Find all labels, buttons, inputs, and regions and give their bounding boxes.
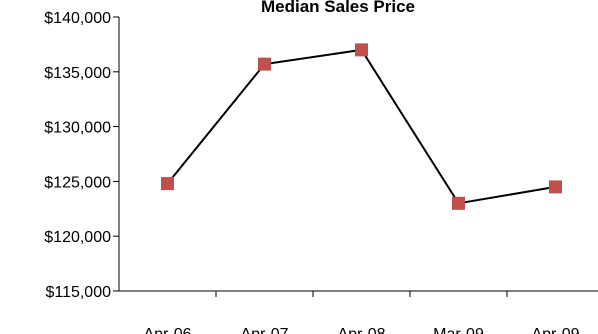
y-tick-label: $125,000 xyxy=(44,174,111,191)
series-line xyxy=(166,48,556,205)
x-axis: Apr-06 Apr-07 Apr-08 Mar-09 Apr-09 xyxy=(119,290,598,334)
y-tick-label: $135,000 xyxy=(44,65,111,82)
y-tick-label: $120,000 xyxy=(44,229,111,246)
y-axis: $115,000 $120,000 $125,000 $130,000 $135,000… xyxy=(44,10,120,301)
data-point xyxy=(355,43,368,57)
x-tick-label: Apr-08 xyxy=(337,326,385,334)
plot-area xyxy=(161,43,562,210)
y-tick-label: $115,000 xyxy=(45,284,111,301)
x-tick-label: Apr-09 xyxy=(531,326,579,334)
data-point xyxy=(258,57,271,71)
data-point xyxy=(549,180,562,194)
chart-title: Median Sales Price xyxy=(261,0,415,16)
x-tick-label: Apr-06 xyxy=(143,326,191,334)
x-tick-label: Mar-09 xyxy=(433,326,484,334)
data-point xyxy=(452,196,465,210)
x-tick-label: Apr-07 xyxy=(240,326,288,334)
y-tick-label: $130,000 xyxy=(44,120,111,137)
data-point xyxy=(161,177,174,191)
y-tick-label: $140,000 xyxy=(44,10,111,27)
